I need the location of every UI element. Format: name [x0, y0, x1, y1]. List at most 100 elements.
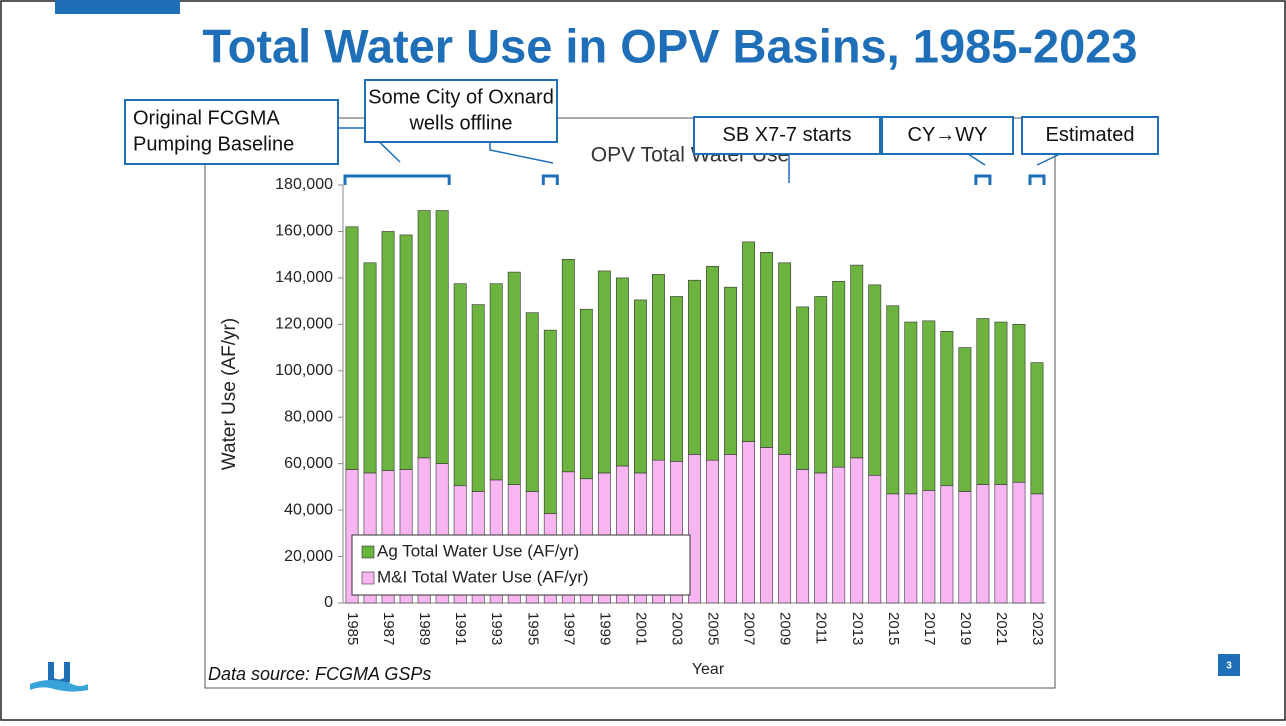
bar-segment: [543, 329, 557, 514]
bar-segment: [742, 241, 756, 442]
x-tick-label: 1989: [416, 612, 433, 645]
callout-leader: [1036, 153, 1061, 166]
x-tick-label: 2021: [993, 612, 1010, 645]
bar-segment: [381, 231, 395, 471]
bar-segment: [435, 210, 449, 464]
bar-segment: [1012, 481, 1026, 604]
bar-segment: [706, 459, 719, 604]
y-tick-label: 80,000: [284, 408, 333, 425]
bar-segment: [507, 271, 521, 485]
bar-segment: [615, 277, 629, 467]
callout-text: Some City of Oxnard: [368, 86, 554, 108]
bar-segment: [742, 441, 756, 604]
bar-segment: [670, 296, 683, 462]
x-tick-label: 1991: [452, 612, 469, 645]
bar-segment: [976, 318, 990, 485]
bar-segment: [796, 306, 810, 470]
bar-segment: [886, 493, 900, 604]
logo: [30, 662, 88, 692]
bar-segment: [724, 286, 737, 455]
bar-segment: [922, 320, 936, 491]
legend-swatch: [361, 545, 375, 559]
y-tick-label: 120,000: [275, 316, 333, 333]
x-tick-label: 1985: [344, 612, 361, 645]
callout-box: [693, 116, 881, 155]
bar-segment: [706, 265, 719, 461]
bar-segment: [814, 472, 828, 604]
y-tick-label: 140,000: [275, 269, 333, 286]
bar-segment: [579, 308, 593, 480]
bar-segment: [1030, 493, 1044, 604]
callout-bracket: [343, 174, 451, 185]
callout-bracket: [1028, 174, 1046, 185]
callout-text: Original FCGMA: [133, 107, 280, 129]
callout-text: CY→WY: [908, 124, 988, 146]
data-source: Data source: FCGMA GSPs: [208, 664, 431, 684]
x-tick-label: 2011: [813, 612, 830, 644]
bar-segment: [994, 321, 1008, 485]
bar-segment: [832, 466, 846, 604]
x-tick-label: 2001: [632, 612, 649, 645]
bar-segment: [471, 304, 485, 492]
bar-segment: [561, 259, 575, 473]
bar-segment: [453, 283, 467, 487]
x-tick-label: 2017: [921, 612, 938, 645]
slide-title: Total Water Use in OPV Basins, 1985-2023: [202, 19, 1137, 72]
bar-segment: [904, 321, 918, 495]
bar-segment: [850, 264, 864, 459]
bar-segment: [994, 484, 1008, 604]
bar-segment: [778, 454, 792, 604]
bar-segment: [760, 252, 774, 448]
y-tick-label: 100,000: [275, 362, 333, 379]
bar-segment: [796, 469, 810, 604]
x-tick-label: 2015: [885, 612, 902, 645]
x-tick-label: 1997: [560, 612, 577, 645]
callout-bracket: [541, 174, 559, 185]
bar-segment: [832, 281, 846, 468]
callout-bracket: [974, 174, 992, 185]
bar-segment: [940, 330, 954, 487]
y-tick-label: 60,000: [284, 455, 333, 472]
bar-segment: [363, 262, 377, 474]
x-tick-label: 2013: [849, 612, 866, 645]
x-tick-label: 2007: [741, 612, 758, 645]
bar-segment: [417, 210, 431, 459]
bar-segment: [976, 484, 990, 604]
bar-segment: [688, 279, 701, 455]
bar-segment: [633, 299, 647, 474]
x-tick-label: 1999: [596, 612, 613, 645]
legend-label: M&I Total Water Use (AF/yr): [377, 567, 589, 586]
bar-segment: [778, 262, 792, 455]
bar-segment: [886, 305, 900, 495]
bar-segment: [525, 312, 539, 492]
y-tick-label: 0: [324, 594, 333, 611]
callout-leader: [489, 142, 554, 164]
bar-segment: [958, 347, 972, 492]
page-badge: [1218, 654, 1240, 676]
bar-segment: [1030, 362, 1044, 495]
bar-segment: [597, 270, 611, 474]
legend-label: Ag Total Water Use (AF/yr): [377, 541, 579, 560]
x-tick-label: 2009: [777, 612, 794, 645]
bar-segment: [724, 454, 737, 604]
callout-box: [124, 99, 339, 165]
x-tick-label: 1993: [488, 612, 505, 645]
bar-segment: [399, 234, 413, 470]
bar-segment: [958, 491, 972, 604]
bar-segment: [922, 490, 936, 604]
callout-text: Estimated: [1046, 124, 1135, 146]
bar-segment: [814, 296, 828, 474]
callout-box: [881, 116, 1014, 155]
bar-segment: [652, 274, 665, 461]
bar-segment: [1012, 324, 1026, 483]
bar-segment: [868, 284, 882, 476]
x-tick-label: 1995: [524, 612, 541, 645]
y-tick-label: 20,000: [284, 548, 333, 565]
x-tick-label: 2003: [669, 612, 686, 645]
bar-segment: [940, 485, 954, 604]
callout-box: [1021, 116, 1159, 155]
x-axis-label: Year: [692, 661, 725, 678]
bar-segment: [868, 474, 882, 604]
y-tick-label: 40,000: [284, 501, 333, 518]
